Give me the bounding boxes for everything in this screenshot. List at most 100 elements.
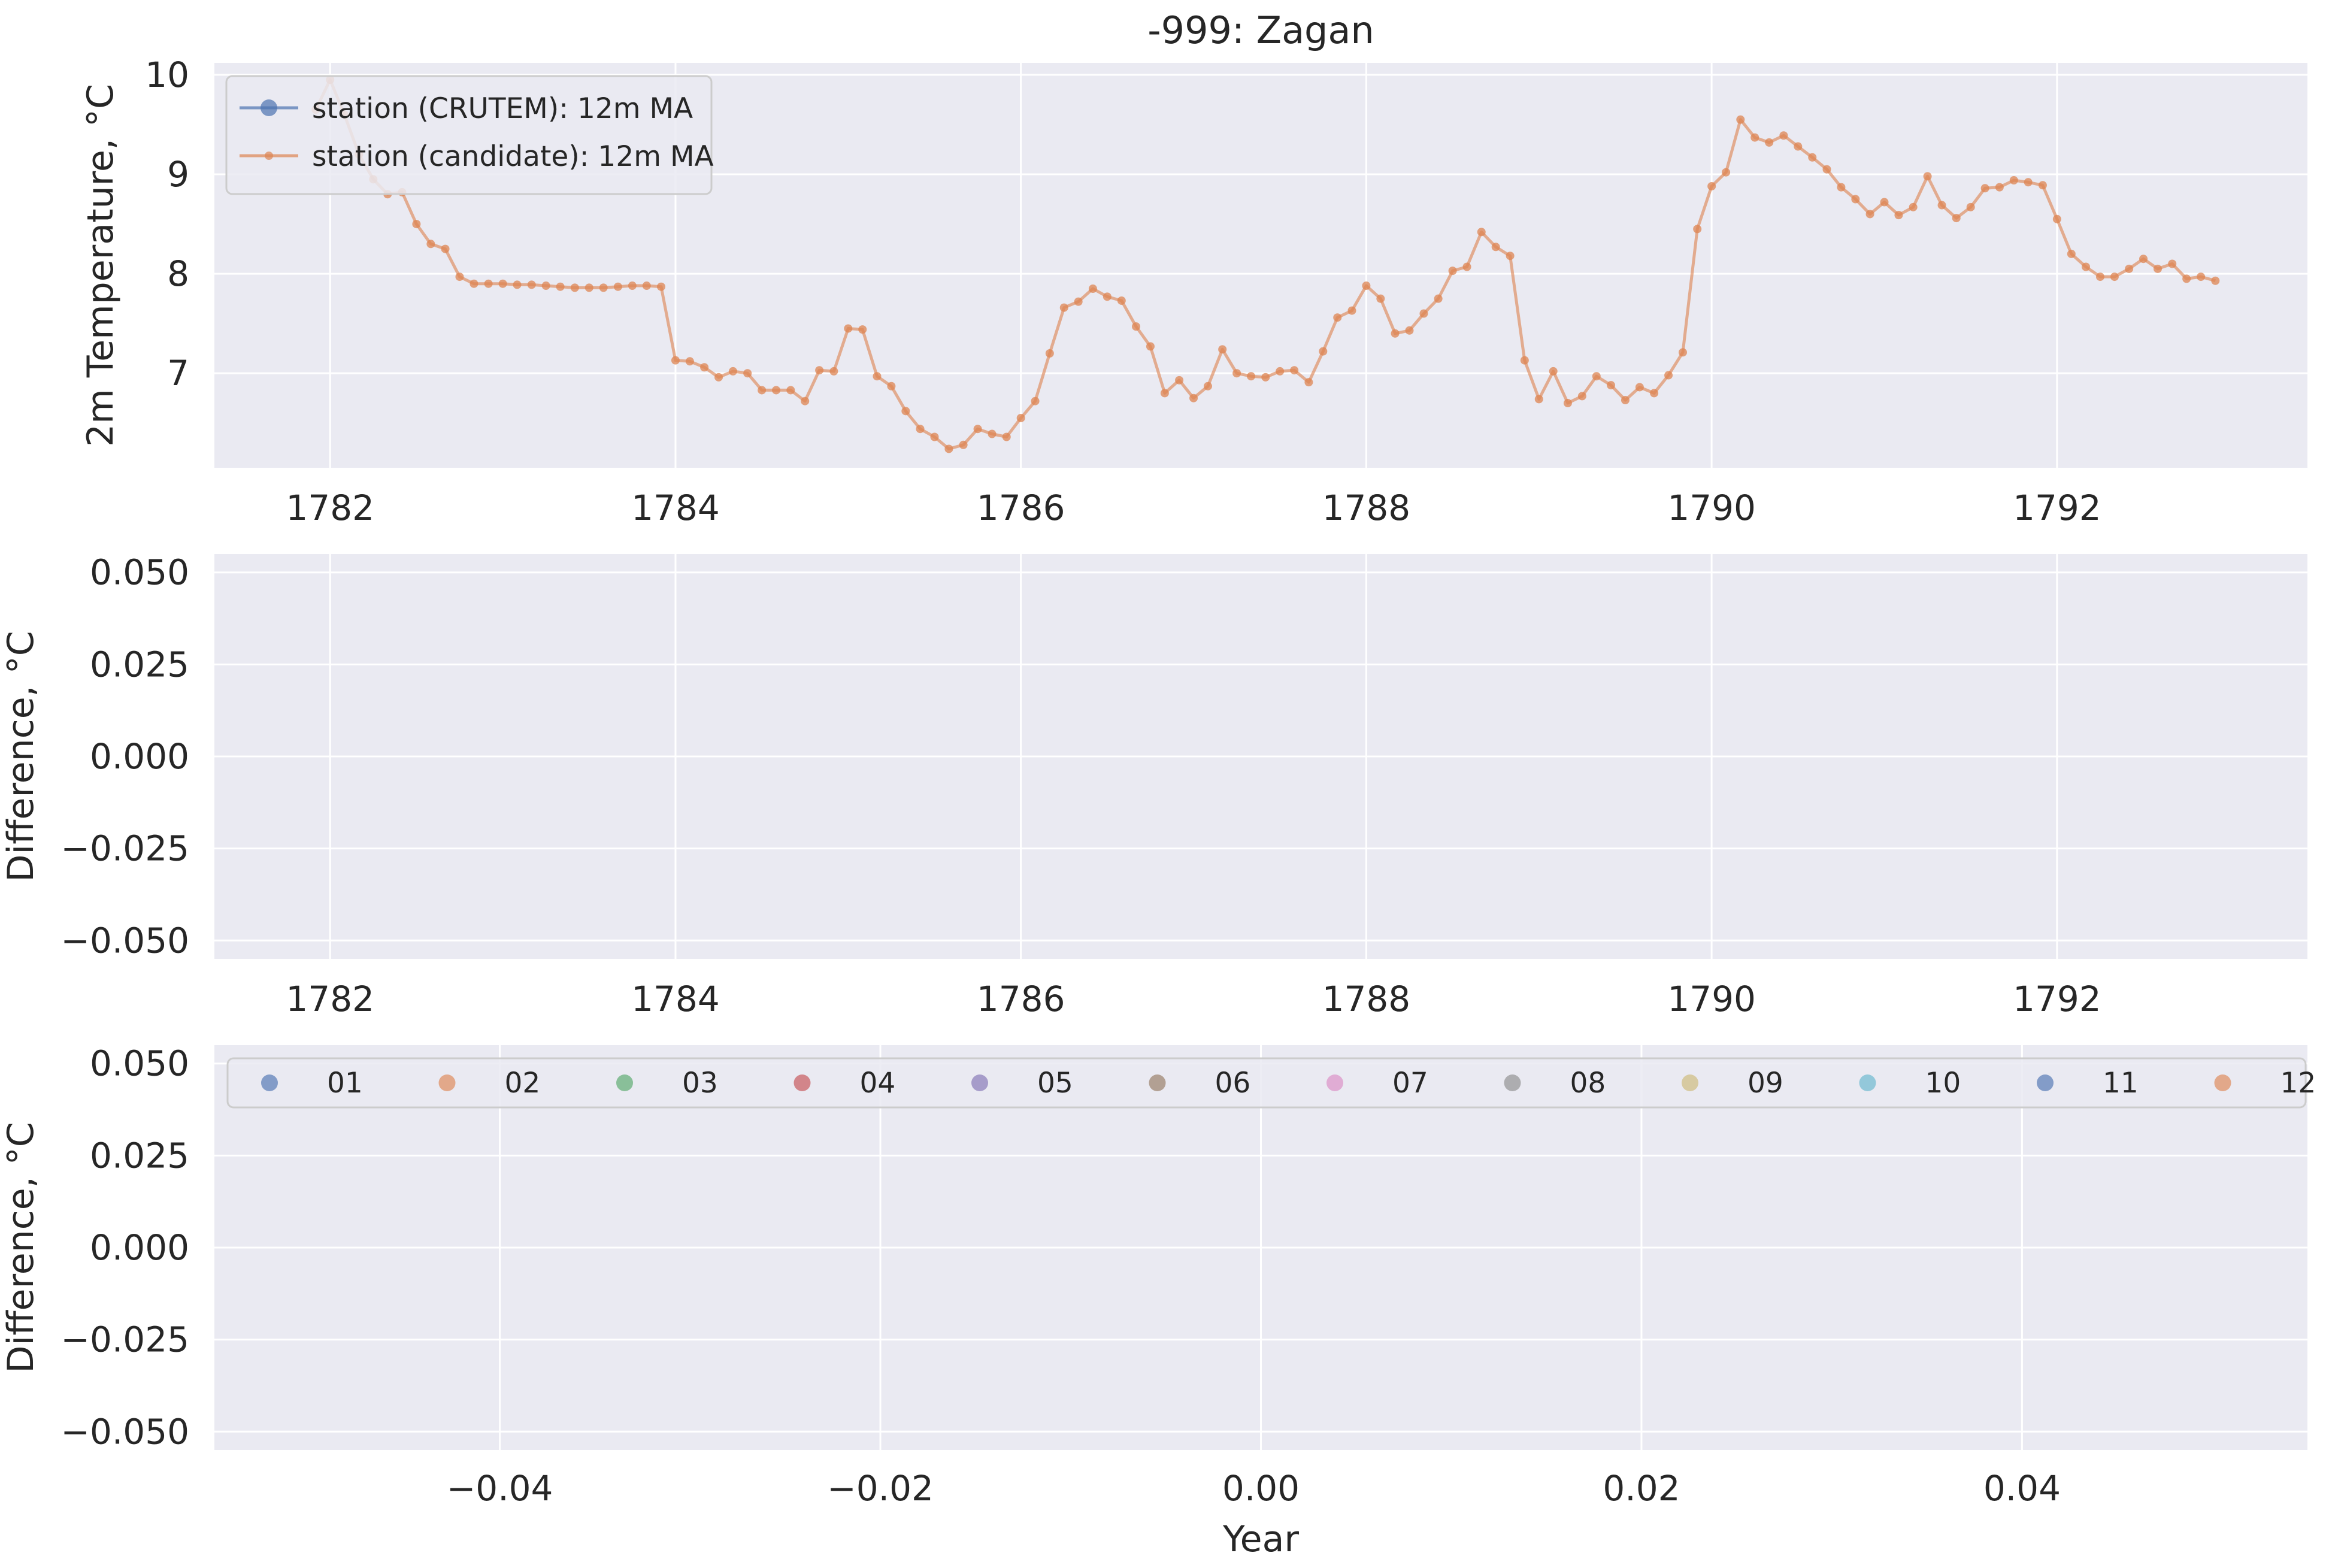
x-tick-label: 1786 (977, 488, 1065, 528)
data-point (801, 396, 810, 405)
legend-label: 06 (1215, 1067, 1251, 1100)
data-point (1419, 309, 1428, 318)
data-point (484, 279, 493, 288)
x-tick-label: 1786 (977, 979, 1065, 1019)
data-point (1261, 373, 1270, 382)
legend-marker (1149, 1074, 1166, 1091)
legend-label: 08 (1570, 1067, 1606, 1100)
x-tick-label: 1782 (286, 979, 374, 1019)
data-point (1391, 329, 1400, 338)
data-point (1995, 183, 2004, 192)
data-point (2052, 214, 2061, 223)
temperature-panel: 1782 1784 1786 1788 1790 1792 7 8 9 10 2m Temperat… (80, 8, 2307, 528)
data-point (1765, 138, 1774, 147)
data-point (412, 220, 421, 229)
data-point (1865, 210, 1874, 219)
y-tick-label: 9 (167, 154, 189, 195)
data-point (1822, 165, 1831, 174)
data-point (973, 425, 982, 434)
data-point (1016, 413, 1025, 422)
data-point (2082, 262, 2091, 271)
data-point (959, 440, 968, 449)
y-tick-label: −0.025 (60, 1319, 189, 1360)
legend-label: station (CRUTEM): 12m MA (312, 92, 693, 125)
data-point (1031, 396, 1040, 405)
data-point (2211, 276, 2220, 285)
x-tick-label: −0.02 (827, 1468, 934, 1509)
legend-marker (1859, 1074, 1876, 1091)
legend-marker (1326, 1074, 1343, 1091)
legend-label: station (candidate): 12m MA (312, 140, 714, 173)
data-point (772, 386, 781, 395)
data-point (1650, 389, 1659, 398)
legend-marker (261, 99, 277, 116)
chart-title: -999: Zagan (1147, 8, 1374, 52)
data-point (858, 325, 867, 334)
y-tick-label: 0.050 (90, 552, 189, 593)
data-point (599, 283, 608, 292)
data-point (1794, 142, 1803, 151)
data-point (584, 283, 593, 292)
data-point (728, 367, 737, 376)
data-point (2024, 178, 2033, 187)
legend-marker (616, 1074, 633, 1091)
data-point (2067, 249, 2076, 258)
data-point (1347, 306, 1356, 315)
data-point (671, 356, 680, 365)
data-point (1362, 281, 1371, 290)
difference-panel: 1782 1784 1786 1788 1790 1792 −0.050 −0.025 0.00… (0, 552, 2307, 1019)
data-point (1937, 201, 1946, 210)
x-tick-label: 1784 (631, 979, 720, 1019)
data-point (470, 279, 478, 288)
data-point (2153, 264, 2162, 273)
data-point (988, 429, 997, 438)
data-point (642, 281, 651, 290)
data-point (1002, 432, 1011, 441)
data-point (513, 280, 522, 289)
y-tick-label: −0.050 (60, 920, 189, 961)
data-point (786, 386, 795, 395)
data-point (2139, 255, 2148, 264)
data-point (1635, 383, 1644, 392)
data-point (1707, 181, 1716, 190)
y-tick-label: 0.050 (90, 1043, 189, 1084)
data-point (556, 282, 565, 291)
legend-marker (794, 1074, 811, 1091)
data-point (527, 280, 536, 289)
legend-marker (261, 1074, 278, 1091)
x-tick-label: 1790 (1667, 979, 1756, 1019)
data-point (1621, 396, 1630, 405)
data-point (829, 367, 838, 376)
legend-marker (2214, 1074, 2231, 1091)
data-point (873, 372, 882, 381)
x-axis-label: Year (1222, 1518, 1299, 1560)
data-point (541, 281, 550, 290)
data-point (1232, 369, 1241, 378)
data-point (455, 273, 464, 281)
legend-marker (1504, 1074, 1521, 1091)
x-tick-label: 1784 (631, 488, 720, 528)
legend-label: 04 (860, 1067, 896, 1100)
data-point (1434, 294, 1443, 303)
legend-label: 11 (2103, 1067, 2139, 1100)
x-tick-label: 1788 (1322, 979, 1411, 1019)
legend-marker (971, 1074, 988, 1091)
data-point (1074, 297, 1083, 306)
data-point (1894, 211, 1903, 220)
x-tick-label: 0.00 (1222, 1468, 1300, 1509)
data-point (1534, 395, 1543, 404)
x-tick-label: 1792 (2013, 488, 2101, 528)
y-tick-label: 10 (145, 55, 189, 95)
data-point (1851, 195, 1860, 204)
data-point (1577, 392, 1586, 401)
y-axis-label: 2m Temperature, °C (80, 84, 122, 447)
data-point (1520, 356, 1529, 365)
legend-label: 07 (1392, 1067, 1428, 1100)
data-point (815, 366, 824, 375)
data-point (743, 369, 752, 378)
data-point (1462, 262, 1471, 271)
data-point (1736, 115, 1745, 124)
y-axis-label: Difference, °C (0, 631, 42, 882)
legend-label: 12 (2280, 1067, 2316, 1100)
data-point (1088, 284, 1097, 293)
